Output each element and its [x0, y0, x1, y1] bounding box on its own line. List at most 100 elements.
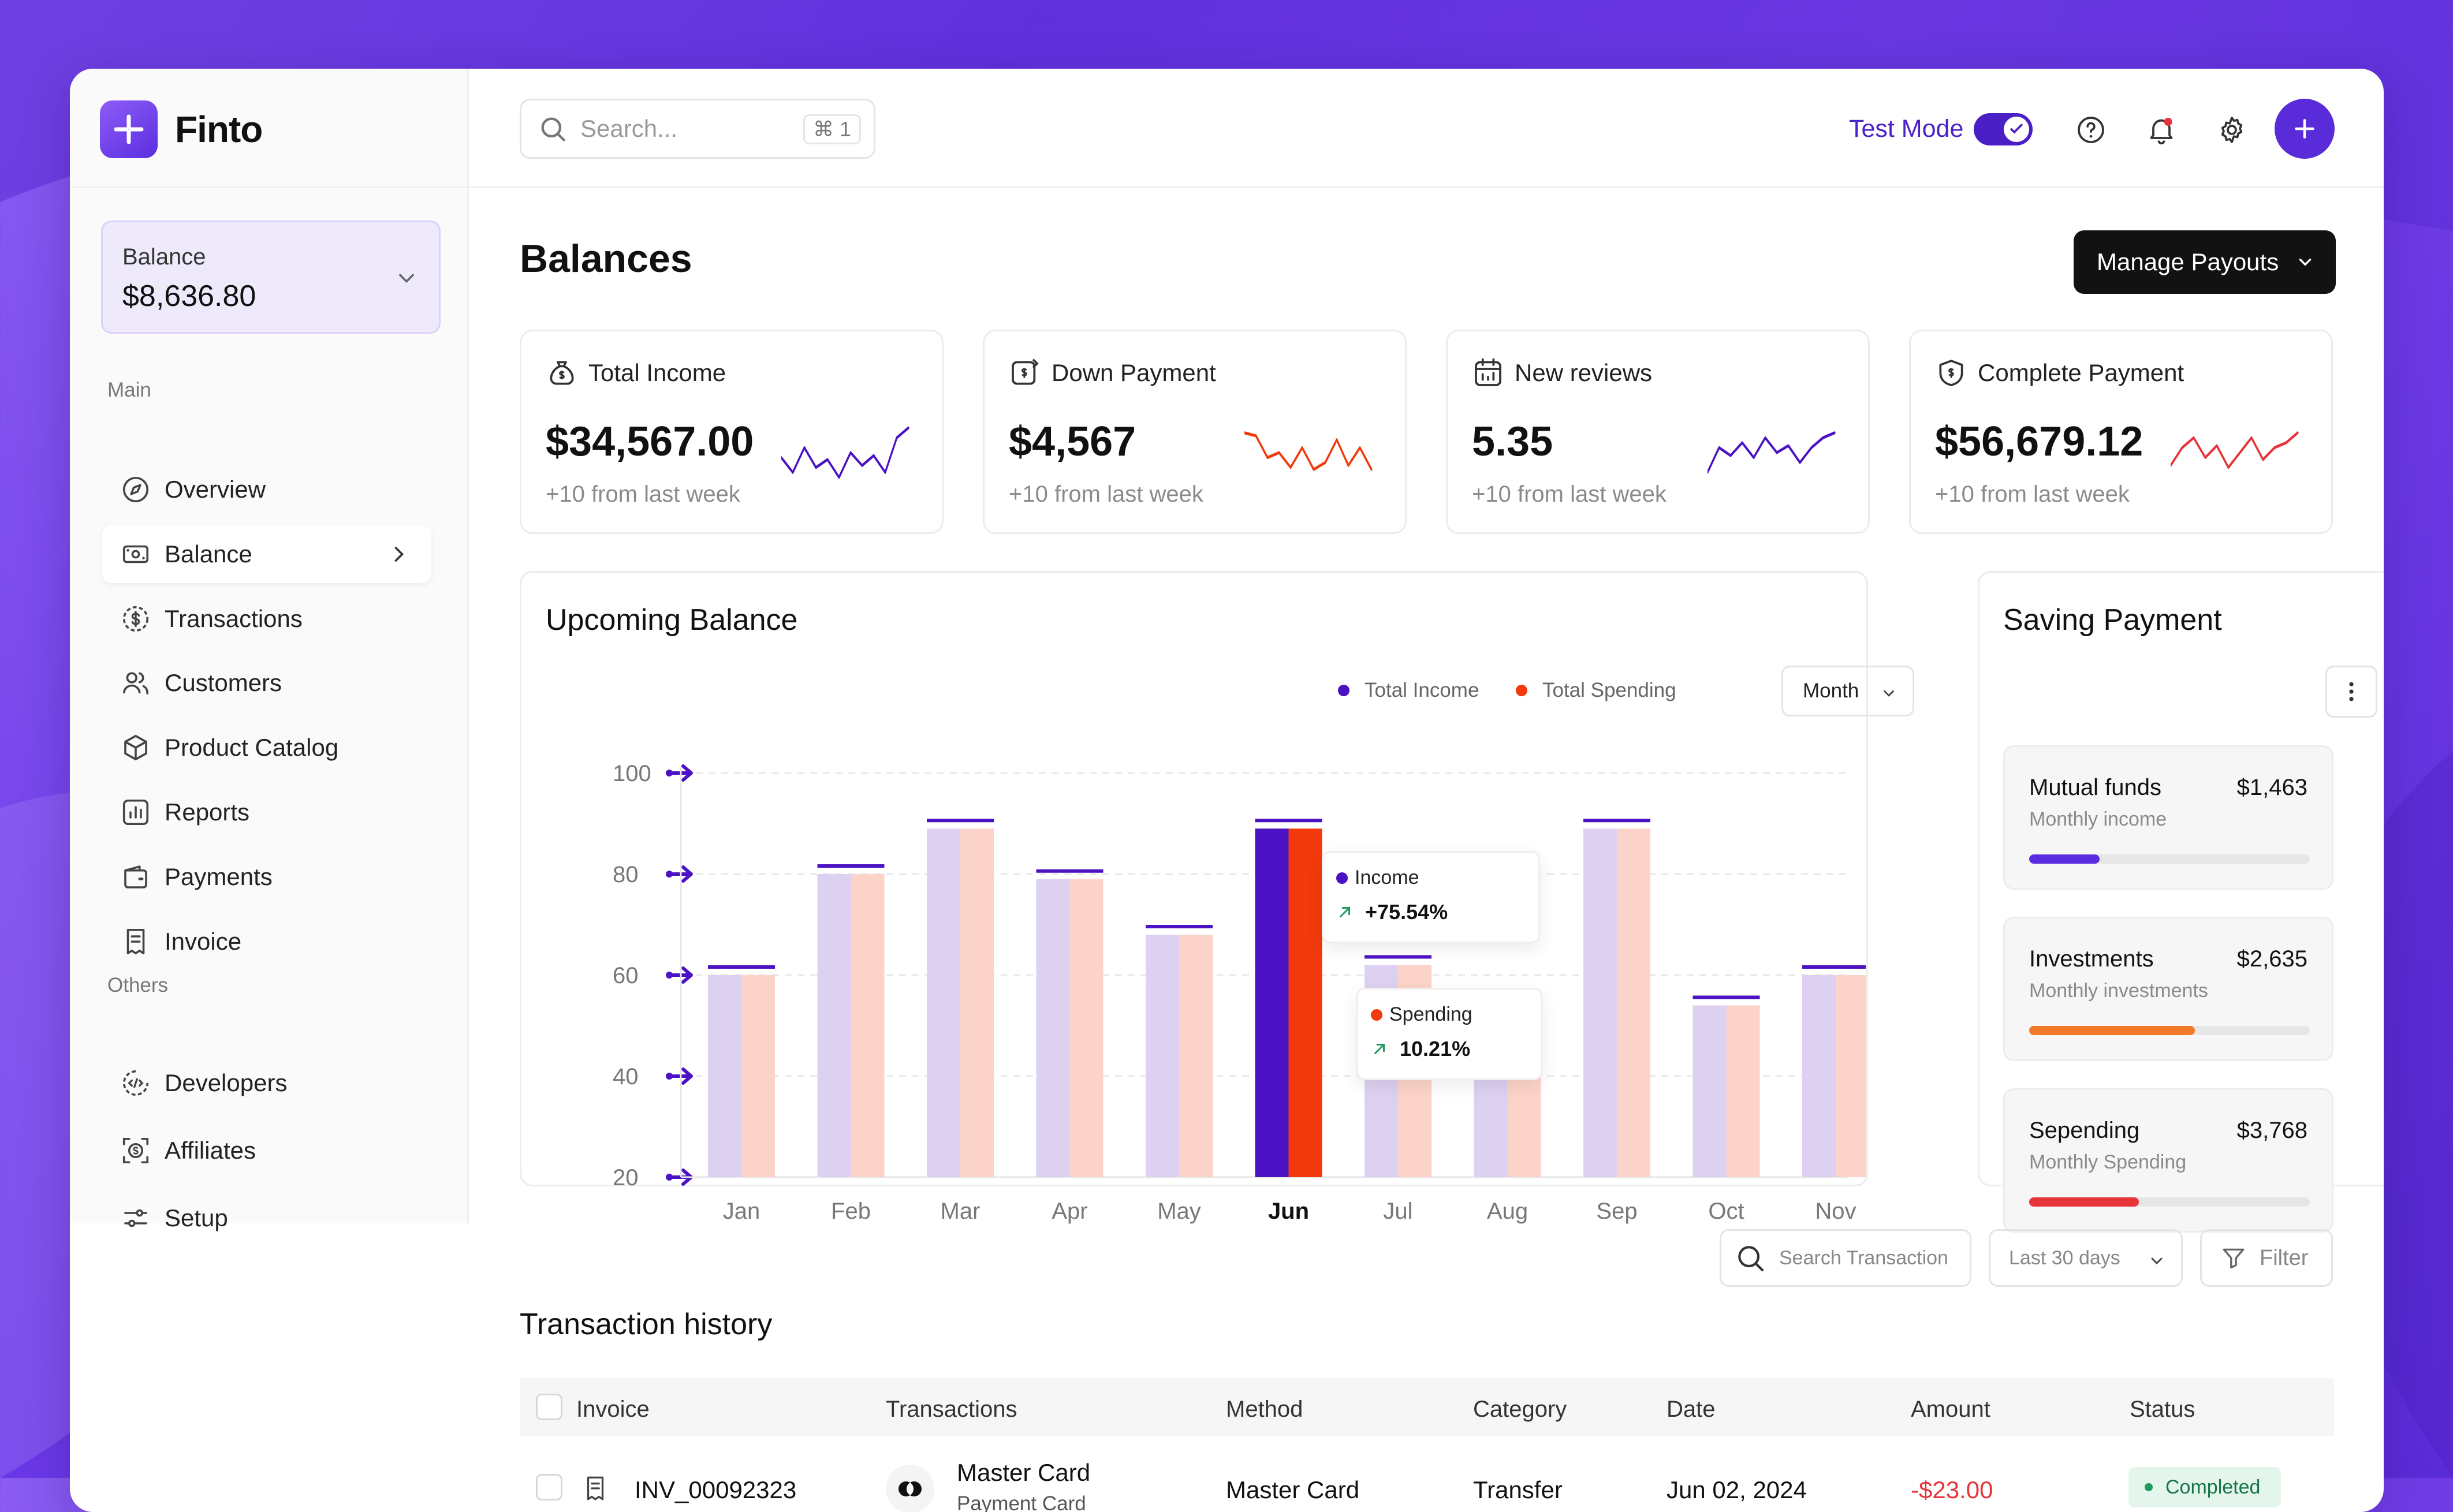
- x-tick-label: Nov: [1815, 1199, 1856, 1224]
- receipt-icon: [587, 1476, 604, 1500]
- arrow-up-right-icon: [1374, 1044, 1385, 1054]
- gear-icon[interactable]: [2215, 113, 2249, 147]
- payment-icon: [1012, 359, 1039, 385]
- x-tick-label: Mar: [941, 1199, 981, 1224]
- saving-progress-fill: [2029, 1197, 2139, 1207]
- stat-card-value: $34,567.00: [546, 419, 754, 465]
- transaction-sub: Payment Card: [957, 1492, 1086, 1512]
- search-icon: [1738, 1246, 1764, 1272]
- bar-income-apr: [1036, 879, 1070, 1177]
- sidebar-item-product-catalog[interactable]: Product Catalog: [102, 719, 431, 776]
- period-value: Month: [1803, 680, 1859, 702]
- date: Jun 02, 2024: [1667, 1476, 1807, 1503]
- col-transactions[interactable]: Transactions: [886, 1397, 1017, 1422]
- sidebar-item-affiliates[interactable]: Affiliates: [102, 1122, 431, 1179]
- chevron-down-icon: [2151, 1257, 2163, 1265]
- col-amount[interactable]: Amount: [1911, 1397, 1990, 1422]
- stat-card-header: Down Payment: [1009, 357, 1216, 389]
- transaction-name: Master Card: [957, 1459, 1091, 1486]
- col-invoice[interactable]: Invoice: [576, 1397, 650, 1422]
- add-button[interactable]: [2275, 99, 2335, 159]
- help-icon[interactable]: [2074, 113, 2108, 147]
- bar-spending-mar: [960, 828, 994, 1177]
- sliders-icon: [120, 1202, 152, 1234]
- bar-income-jan: [708, 975, 741, 1177]
- sidebar-item-payments[interactable]: Payments: [102, 848, 431, 906]
- tooltip-income-value: +75.54%: [1365, 900, 1448, 924]
- search-icon: [541, 117, 565, 141]
- saving-item[interactable]: Mutual funds $1,463 Monthly income: [2003, 745, 2333, 890]
- sidebar-item-transactions[interactable]: Transactions: [102, 590, 431, 648]
- test-mode-toggle[interactable]: [1974, 113, 2033, 145]
- sparkline-chart: [1708, 431, 1836, 474]
- stat-card-title: New reviews: [1515, 359, 1653, 386]
- bar-income-mar: [927, 828, 960, 1177]
- x-tick-label: Jul: [1383, 1199, 1412, 1224]
- sidebar-item-reports[interactable]: Reports: [102, 783, 431, 841]
- affiliate-icon: [120, 1134, 152, 1167]
- col-date[interactable]: Date: [1667, 1397, 1716, 1422]
- saving-item[interactable]: Sepending $3,768 Monthly Spending: [2003, 1088, 2333, 1233]
- sidebar-item-invoice[interactable]: Invoice: [102, 913, 431, 970]
- legend-income-label: Total Income: [1365, 679, 1479, 701]
- filter-icon: [2223, 1248, 2245, 1269]
- arrow-up-right-icon: [1340, 907, 1350, 917]
- y-tick-label: 20: [613, 1165, 639, 1190]
- date-range-select[interactable]: Last 30 days: [1989, 1229, 2183, 1287]
- y-tick-dot: [666, 1073, 673, 1080]
- select-all-checkbox[interactable]: [536, 1394, 562, 1420]
- y-tick-label: 100: [613, 761, 651, 786]
- stat-card-value: $4,567: [1009, 419, 1136, 465]
- sparkline-chart: [1244, 431, 1373, 471]
- sidebar-item-label: Overview: [165, 476, 266, 503]
- bell-icon[interactable]: [2144, 113, 2179, 147]
- chevron-down-icon: [399, 274, 414, 283]
- col-status[interactable]: Status: [2130, 1397, 2195, 1422]
- plus-icon: [2295, 119, 2314, 139]
- code-icon: [120, 1067, 152, 1099]
- stat-card-down-payment: Down Payment $4,567 +10 from last week: [983, 330, 1407, 534]
- saving-item-name: Investments: [2029, 946, 2154, 972]
- filter-button[interactable]: Filter: [2200, 1229, 2333, 1287]
- saving-progress-track: [2029, 1197, 2310, 1207]
- bar-report-icon: [120, 796, 152, 828]
- receipt-icon: [120, 925, 152, 958]
- sidebar-item-setup[interactable]: Setup: [102, 1189, 431, 1247]
- period-select[interactable]: Month: [1781, 666, 1914, 716]
- table-header: [520, 1378, 2334, 1436]
- sidebar-item-customers[interactable]: Customers: [102, 654, 431, 712]
- compass-icon: [120, 473, 152, 506]
- stat-card-value: 5.35: [1472, 419, 1553, 465]
- balance-selector[interactable]: Balance $8,636.80: [101, 221, 441, 334]
- sidebar-item-overview[interactable]: Overview: [102, 461, 431, 518]
- date-range-value: Last 30 days: [2009, 1246, 2120, 1269]
- users-icon: [120, 667, 152, 699]
- more-menu-button[interactable]: [2325, 666, 2377, 718]
- upcoming-balance-chart: 100 80 60 40 20 Jan Feb Mar Apr May Jun Jul Aug Sep Oc…: [613, 761, 1866, 1224]
- brand[interactable]: Finto: [100, 100, 263, 158]
- dollar-circle-icon: [120, 603, 152, 635]
- stat-card-sub: +10 from last week: [1472, 481, 1667, 507]
- saving-item[interactable]: Investments $2,635 Monthly investments: [2003, 917, 2333, 1061]
- search-shortcut: ⌘ 1: [803, 114, 861, 144]
- amount: -$23.00: [1911, 1476, 1993, 1503]
- x-tick-label: Oct: [1708, 1199, 1744, 1224]
- bar-income-nov: [1802, 975, 1836, 1177]
- sidebar-item-developers[interactable]: Developers: [102, 1054, 431, 1112]
- col-method[interactable]: Method: [1226, 1397, 1303, 1422]
- finto-logo-icon: [100, 100, 158, 158]
- transaction-search-input[interactable]: Search Transaction: [1720, 1229, 1971, 1287]
- legend-spending-label: Total Spending: [1542, 679, 1676, 701]
- x-tick-label: Jun: [1268, 1199, 1309, 1224]
- category: Transfer: [1473, 1476, 1563, 1503]
- stat-card-header: Total Income: [546, 357, 726, 389]
- stat-card-title: Down Payment: [1052, 359, 1216, 386]
- col-category[interactable]: Category: [1473, 1397, 1567, 1422]
- y-tick-dot: [666, 1174, 673, 1181]
- manage-payouts-button[interactable]: Manage Payouts: [2074, 230, 2336, 294]
- x-tick-label: Feb: [831, 1199, 871, 1224]
- sidebar-item-balance[interactable]: Balance: [102, 525, 431, 583]
- legend-dot-income: [1338, 685, 1349, 696]
- search-input[interactable]: Search... ⌘ 1: [520, 99, 875, 159]
- tooltip-income-label: Income: [1355, 867, 1419, 888]
